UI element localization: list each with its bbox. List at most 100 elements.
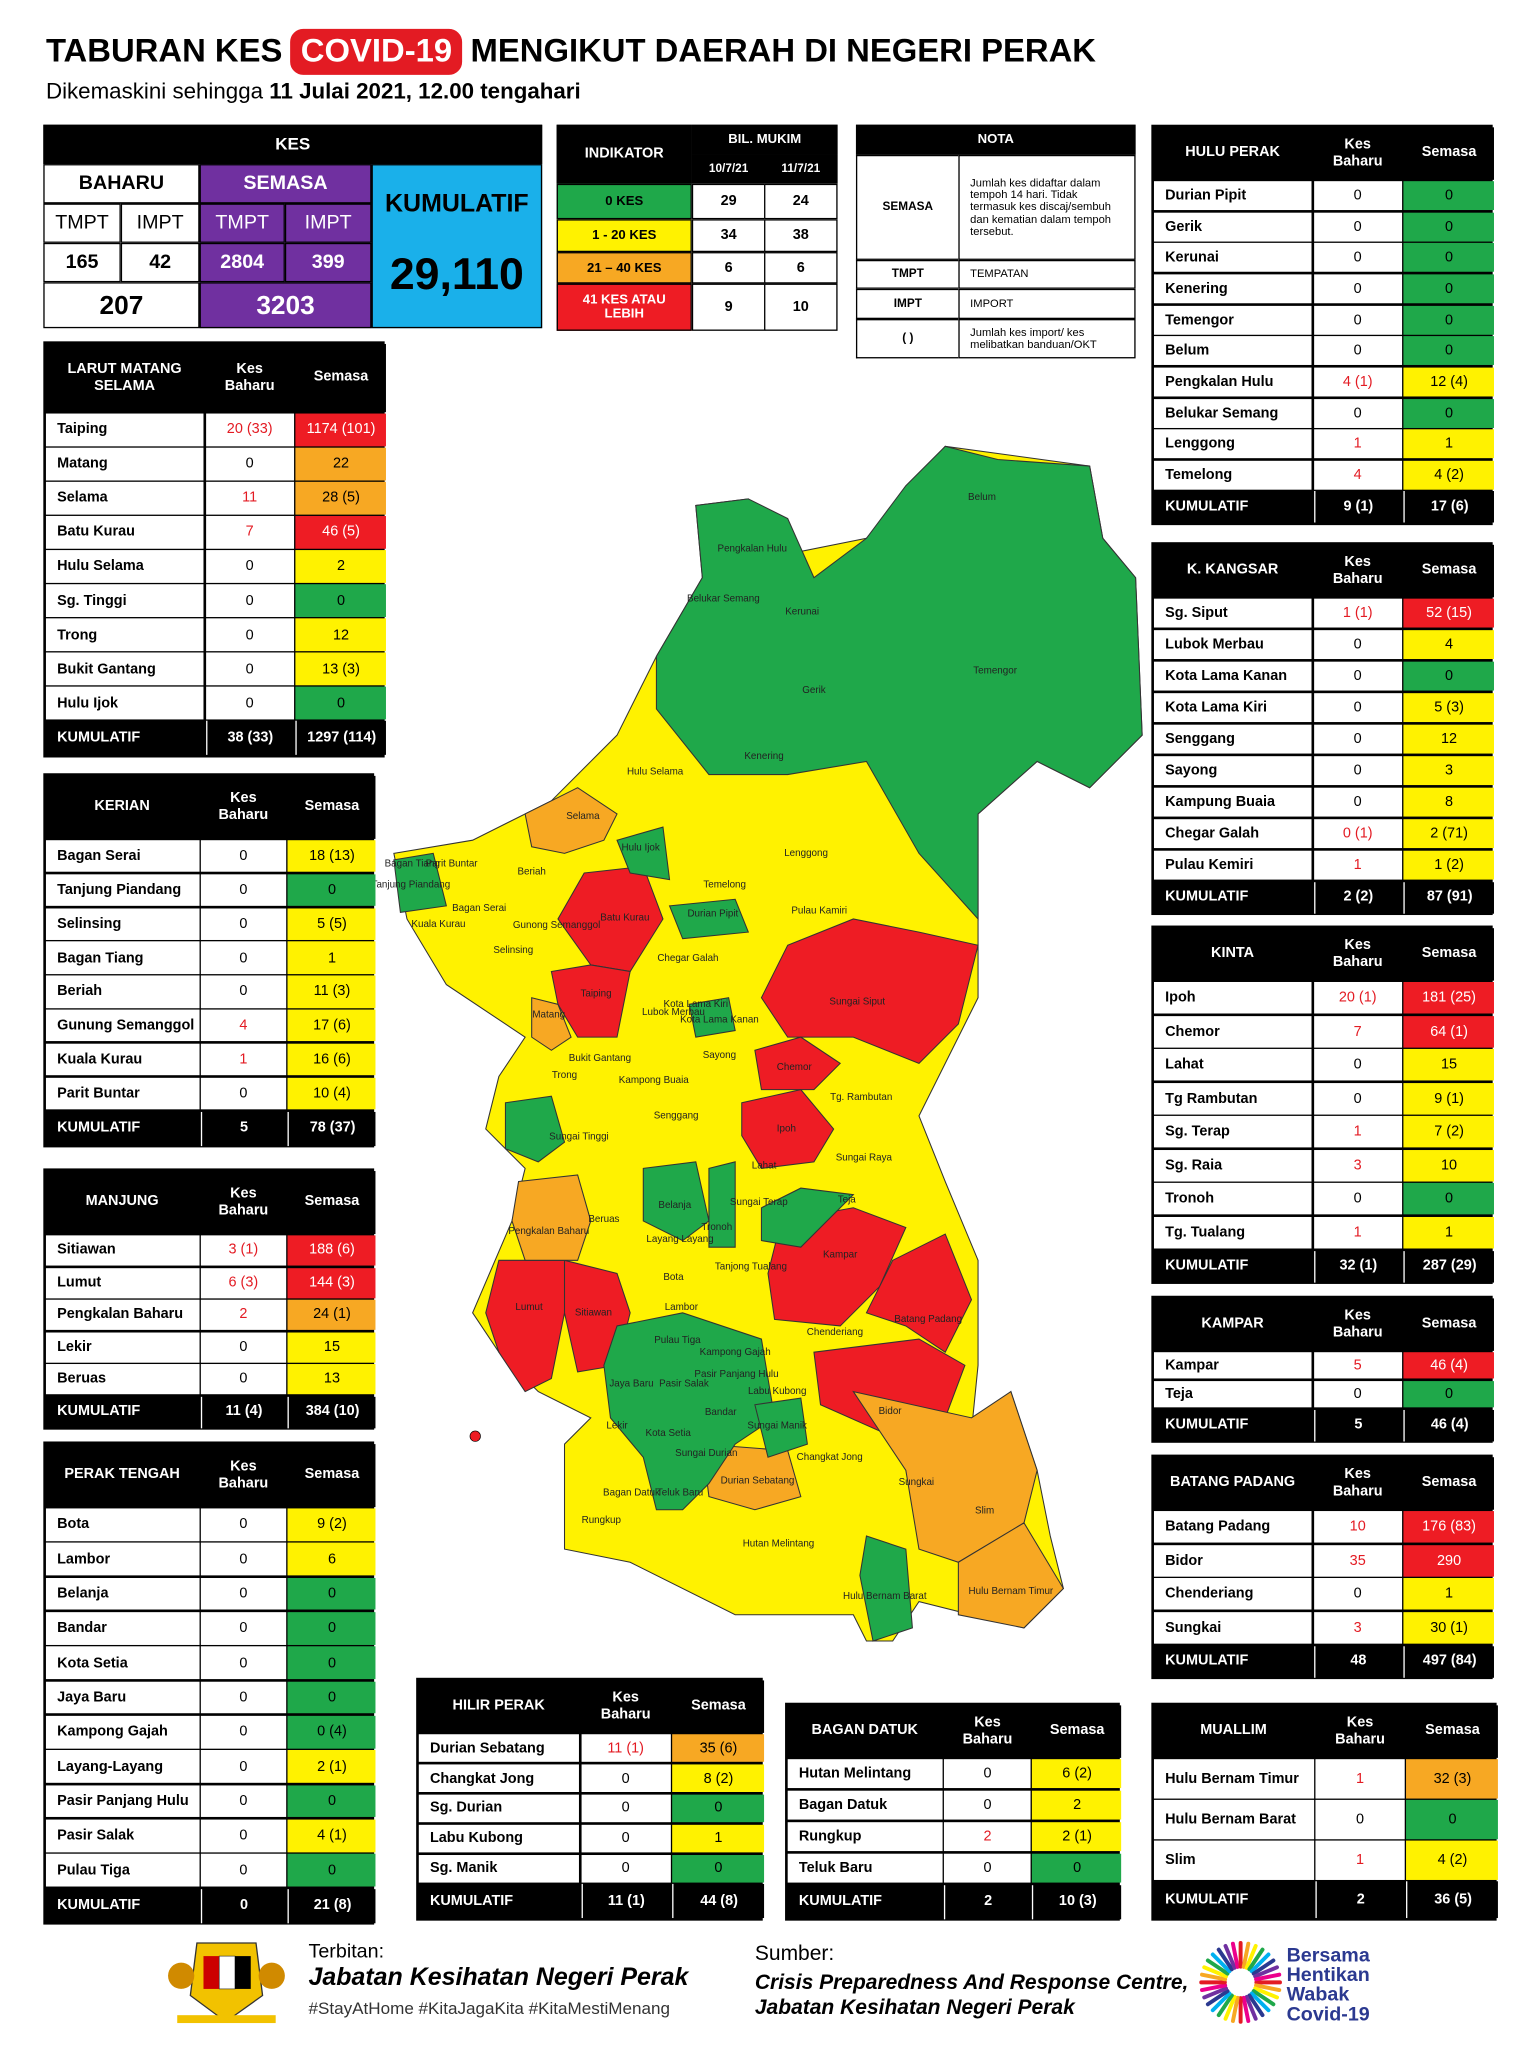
active-cases: 18 (13) <box>287 840 377 873</box>
map-label: Kerunai <box>785 606 819 617</box>
summary-label: SEMASA <box>199 164 372 204</box>
new-cases: 0 <box>1313 724 1402 754</box>
total-active: 287 (29) <box>1403 1250 1495 1282</box>
new-cases: 0 <box>1313 243 1402 273</box>
logo-ray <box>1247 1993 1265 2018</box>
active-cases: 0 <box>1403 336 1495 366</box>
total-label: KUMULATIF <box>1153 1250 1312 1282</box>
summary-total: 3203 <box>199 282 372 329</box>
district-name: Trong <box>45 618 204 651</box>
new-cases: 1 <box>1313 850 1402 880</box>
district-table: MUALLIM Kes Baharu Semasa Hulu Bernam Timur… <box>1151 1702 1499 1921</box>
nota-term: ( ) <box>855 319 959 359</box>
district-name: Pasir Panjang Hulu <box>45 1784 199 1818</box>
total-new: 32 (1) <box>1313 1250 1402 1282</box>
district-name: Kampong Gajah <box>45 1715 199 1749</box>
new-cases: 0 <box>200 1784 286 1818</box>
district-name: Sg. Durian <box>418 1794 580 1823</box>
indicator-value: 9 <box>691 283 766 331</box>
map-label: Kuala Kurau <box>411 919 465 930</box>
new-cases: 0 <box>200 1577 286 1611</box>
active-cases: 32 (3) <box>1406 1759 1499 1799</box>
table-col-header: Kes Baharu <box>205 343 294 412</box>
logo-ray <box>1202 1986 1229 2000</box>
indicator-label: 21 – 40 KES <box>556 252 692 284</box>
summary-kumulatif: KUMULATIF <box>371 164 543 329</box>
active-cases: 2 <box>1032 1790 1122 1820</box>
map-label: Teja <box>838 1195 857 1206</box>
district-name: Lahat <box>1153 1049 1312 1081</box>
total-new: 5 <box>200 1111 286 1146</box>
total-label: KUMULATIF <box>45 721 204 756</box>
active-cases: 8 (2) <box>672 1764 765 1793</box>
total-new: 38 (33) <box>205 721 294 756</box>
logo-ray <box>1254 1972 1282 1982</box>
district-name: Lubok Merbau <box>1153 630 1312 660</box>
table-col-header-text: Semasa <box>1421 945 1477 962</box>
district-table: KINTA Kes Baharu Semasa Ipoh 20 (1) 181 (25) C… <box>1151 925 1495 1284</box>
table-col-header-text: Semasa <box>304 798 360 815</box>
map-label: Lenggong <box>784 848 828 859</box>
map-region <box>511 1174 592 1261</box>
logo-ray <box>1223 1944 1237 1970</box>
map-label: Tanjong Tualang <box>715 1261 787 1272</box>
table-col-header-text: Kes Baharu <box>1332 1466 1383 1499</box>
active-cases: 1 <box>1403 1216 1495 1249</box>
campaign-logo <box>1199 1941 1282 2024</box>
map-label: Chenderiang <box>807 1327 863 1338</box>
map-label: Lahat <box>752 1160 777 1171</box>
logo-ray <box>1202 1965 1229 1979</box>
district-name: Parit Buntar <box>45 1077 199 1110</box>
table-title-text: KERIAN <box>94 798 150 815</box>
publisher-label: Terbitan: <box>308 1940 385 1963</box>
active-cases: 8 <box>1403 787 1495 817</box>
logo-ray <box>1253 1965 1279 1979</box>
map-label: Pasir Panjang Hulu <box>694 1369 778 1380</box>
new-cases: 6 (3) <box>200 1267 286 1298</box>
summary-label: BAHARU <box>43 164 200 204</box>
map-region <box>957 1522 1065 1629</box>
table-title: KAMPAR <box>1153 1297 1312 1351</box>
publisher: Jabatan Kesihatan Negeri Perak <box>308 1963 689 1992</box>
map-region <box>504 1095 566 1163</box>
logo-ray <box>1205 1989 1230 2007</box>
district-name: Sg. Manik <box>418 1854 580 1883</box>
total-label: KUMULATIF <box>1153 1409 1312 1441</box>
new-cases: 0 <box>200 907 286 940</box>
new-cases: 0 <box>200 1715 286 1749</box>
table-col-header-text: Semasa <box>304 1467 360 1483</box>
district-name: Kampar <box>1153 1352 1312 1379</box>
new-cases: 0 <box>200 975 286 1008</box>
district-name: Sg. Tinggi <box>45 584 204 617</box>
active-cases: 1 <box>1403 429 1495 459</box>
map-region <box>754 1397 808 1458</box>
active-cases: 0 <box>1403 1380 1495 1408</box>
active-cases: 176 (83) <box>1403 1511 1495 1543</box>
map-label: Lubok Merbau <box>642 1007 705 1018</box>
logo-ray <box>1210 1991 1232 2013</box>
map-label: Changkat Jong <box>797 1452 863 1463</box>
table-col-header: Kes Baharu <box>1313 126 1402 180</box>
source-line: Jabatan Kesihatan Negeri Perak <box>754 1996 1075 2020</box>
total-new: 11 (4) <box>200 1396 286 1428</box>
map-label: Bagan Serai <box>452 903 506 914</box>
crest <box>168 1942 285 2024</box>
indicator-value: 6 <box>691 252 766 284</box>
summary-kumulatif-label: KUMULATIF <box>385 190 529 218</box>
map-label: Teluk Baru <box>657 1487 703 1498</box>
total-label: KUMULATIF <box>45 1396 199 1428</box>
map-label: Jaya Baru <box>609 1378 653 1389</box>
active-cases: 35 (6) <box>672 1734 765 1763</box>
table-title: KINTA <box>1153 927 1312 981</box>
district-name: Tanjung Piandang <box>45 874 199 907</box>
new-cases: 0 <box>1313 630 1402 660</box>
total-active: 17 (6) <box>1403 491 1495 524</box>
map-label: Belanja <box>658 1200 691 1211</box>
active-cases: 0 <box>287 1681 377 1714</box>
total-new: 5 <box>1313 1409 1402 1441</box>
map-region <box>485 1259 566 1393</box>
district-name: Tg Rambutan <box>1153 1082 1312 1115</box>
new-cases: 11 <box>205 481 294 515</box>
indicator-label: 0 KES <box>556 183 692 220</box>
